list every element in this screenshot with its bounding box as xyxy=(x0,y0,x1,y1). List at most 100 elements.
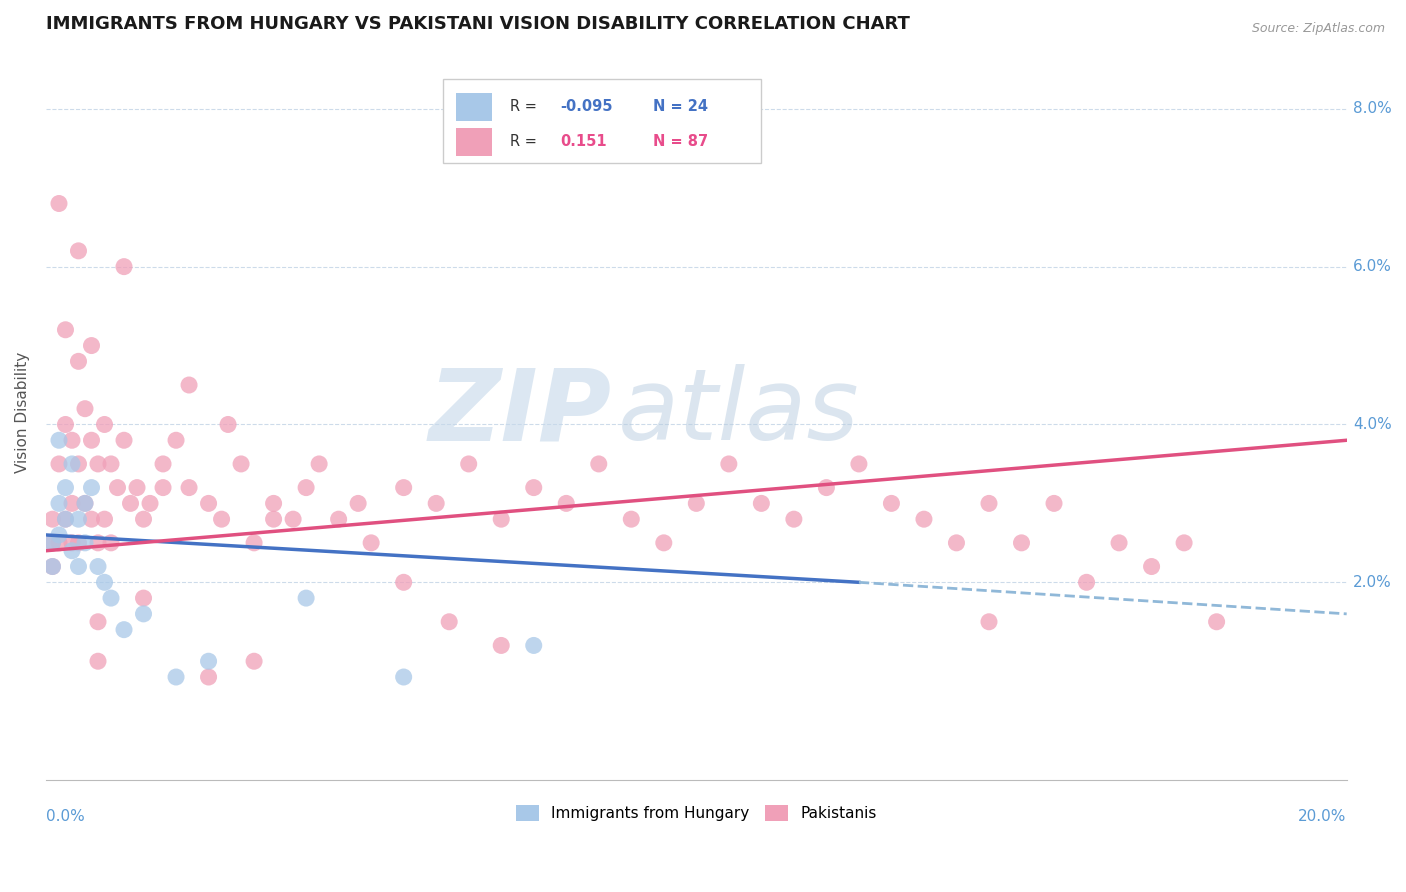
Point xyxy=(132,607,155,621)
Point xyxy=(87,559,110,574)
Point xyxy=(392,481,415,495)
Text: ZIP: ZIP xyxy=(429,364,612,461)
Point xyxy=(93,417,115,432)
Point xyxy=(48,496,70,510)
Point xyxy=(67,457,90,471)
Point xyxy=(93,512,115,526)
Point xyxy=(73,496,96,510)
Point xyxy=(588,457,610,471)
Point xyxy=(87,536,110,550)
Point xyxy=(177,481,200,495)
Point xyxy=(41,512,63,526)
Point xyxy=(815,481,838,495)
Point xyxy=(112,260,135,274)
Y-axis label: Vision Disability: Vision Disability xyxy=(15,352,30,474)
Point xyxy=(1173,536,1195,550)
FancyBboxPatch shape xyxy=(456,93,492,121)
Point xyxy=(41,559,63,574)
Point xyxy=(243,654,266,668)
Text: Source: ZipAtlas.com: Source: ZipAtlas.com xyxy=(1251,22,1385,36)
Point xyxy=(1011,536,1033,550)
Point xyxy=(1140,559,1163,574)
Point xyxy=(523,639,546,653)
Point xyxy=(751,496,773,510)
Point xyxy=(197,654,219,668)
Point xyxy=(152,457,174,471)
Point xyxy=(60,457,83,471)
Point xyxy=(41,559,63,574)
Point xyxy=(328,512,350,526)
Point xyxy=(229,457,252,471)
Point xyxy=(197,496,219,510)
Point xyxy=(87,654,110,668)
Text: R =: R = xyxy=(510,99,541,114)
Point xyxy=(620,512,643,526)
Point xyxy=(107,481,129,495)
Text: 2.0%: 2.0% xyxy=(1353,574,1392,590)
Point xyxy=(100,457,122,471)
Point xyxy=(48,434,70,448)
Point xyxy=(139,496,162,510)
Point xyxy=(177,378,200,392)
Point xyxy=(67,354,90,368)
Point xyxy=(880,496,903,510)
Point xyxy=(152,481,174,495)
Point xyxy=(100,536,122,550)
Point xyxy=(243,536,266,550)
Point xyxy=(73,401,96,416)
Text: 0.0%: 0.0% xyxy=(46,809,84,824)
Point xyxy=(55,417,77,432)
Point xyxy=(555,496,578,510)
FancyBboxPatch shape xyxy=(456,128,492,156)
Point xyxy=(392,670,415,684)
Text: 20.0%: 20.0% xyxy=(1298,809,1347,824)
Point xyxy=(87,615,110,629)
Point xyxy=(48,457,70,471)
Point xyxy=(848,457,870,471)
Text: N = 87: N = 87 xyxy=(654,134,709,149)
Point xyxy=(67,559,90,574)
Point xyxy=(783,512,806,526)
Point xyxy=(281,512,304,526)
Point xyxy=(80,512,103,526)
Point xyxy=(55,481,77,495)
Point xyxy=(48,536,70,550)
Legend: Immigrants from Hungary, Pakistanis: Immigrants from Hungary, Pakistanis xyxy=(510,799,883,827)
Point xyxy=(67,244,90,258)
Point xyxy=(295,481,318,495)
Point xyxy=(55,512,77,526)
Point xyxy=(437,615,460,629)
Point xyxy=(67,512,90,526)
Point xyxy=(211,512,233,526)
Point xyxy=(165,434,187,448)
Point xyxy=(73,496,96,510)
Point xyxy=(67,536,90,550)
Point xyxy=(132,512,155,526)
Point xyxy=(347,496,370,510)
FancyBboxPatch shape xyxy=(443,78,762,163)
Text: IMMIGRANTS FROM HUNGARY VS PAKISTANI VISION DISABILITY CORRELATION CHART: IMMIGRANTS FROM HUNGARY VS PAKISTANI VIS… xyxy=(46,15,910,33)
Text: atlas: atlas xyxy=(619,364,860,461)
Point xyxy=(112,623,135,637)
Text: 4.0%: 4.0% xyxy=(1353,417,1392,432)
Point xyxy=(60,543,83,558)
Point xyxy=(132,591,155,606)
Point xyxy=(48,196,70,211)
Point xyxy=(489,639,512,653)
Text: 0.151: 0.151 xyxy=(560,134,606,149)
Point xyxy=(60,536,83,550)
Point xyxy=(120,496,142,510)
Point xyxy=(80,481,103,495)
Point xyxy=(197,670,219,684)
Point xyxy=(60,496,83,510)
Point xyxy=(100,591,122,606)
Point xyxy=(360,536,382,550)
Point xyxy=(1205,615,1227,629)
Point xyxy=(977,615,1000,629)
Text: N = 24: N = 24 xyxy=(654,99,709,114)
Point xyxy=(87,457,110,471)
Point xyxy=(685,496,707,510)
Point xyxy=(717,457,740,471)
Point xyxy=(60,434,83,448)
Text: 6.0%: 6.0% xyxy=(1353,260,1392,274)
